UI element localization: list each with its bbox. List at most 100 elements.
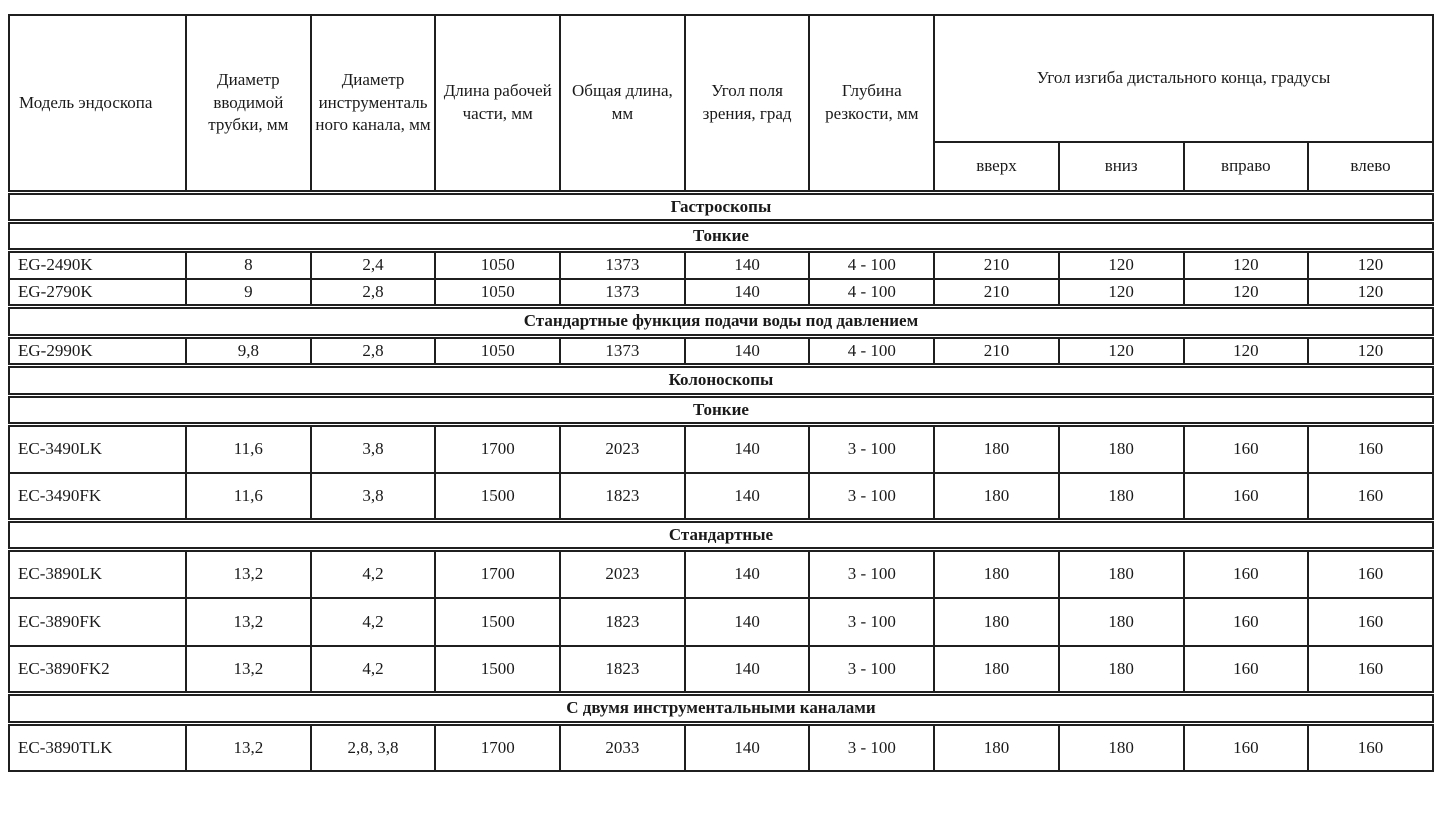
value-cell: 11,6 [185, 471, 312, 522]
value-cell: 1050 [434, 277, 562, 308]
value-cell: 3 - 100 [808, 548, 936, 599]
section-title: Стандартные функция подачи воды под давл… [8, 304, 1434, 339]
value-cell: 4,2 [309, 548, 437, 599]
value-cell: 140 [683, 471, 811, 522]
table-row: EC-3890TLK 13,2 2,8, 3,8 1700 2033 140 3 - 100… [8, 722, 1434, 773]
value-cell: 3 - 100 [808, 722, 936, 773]
model-cell: EC-3490FK [8, 471, 187, 522]
value-cell: 13,2 [185, 722, 312, 773]
value-cell: 210 [933, 277, 1060, 308]
value-cell: 2033 [559, 722, 686, 773]
value-cell: 160 [1307, 644, 1434, 695]
value-cell: 1700 [434, 423, 562, 474]
model-cell: EC-3890TLK [8, 722, 187, 773]
value-cell: 4 - 100 [808, 277, 936, 308]
table-body: Гастроскопы Тонкие EG-2490K 8 2,4 1050 1373 140… [8, 189, 1434, 773]
value-cell: 2023 [559, 423, 686, 474]
value-cell: 1700 [434, 548, 562, 599]
table-row: EC-3490LK 11,6 3,8 1700 2023 140 3 - 100 180 180… [8, 423, 1434, 474]
value-cell: 4,2 [309, 644, 437, 695]
table-header: Модель эндоскопа Диаметр вводимой трубки… [8, 14, 1434, 193]
value-cell: 140 [683, 423, 811, 474]
table-row: EC-3890FK 13,2 4,2 1500 1823 140 3 - 100 180 180… [8, 596, 1434, 647]
model-cell: EC-3890FK2 [8, 644, 187, 695]
value-cell: 140 [683, 722, 811, 773]
value-cell: 11,6 [185, 423, 312, 474]
value-cell: 120 [1182, 249, 1310, 280]
col-header-bend-right: вправо [1182, 141, 1310, 193]
table-row: EG-2790K 9 2,8 1050 1373 140 4 - 100 210 120 120 1… [8, 277, 1434, 308]
header-row-main: Модель эндоскопа Диаметр вводимой трубки… [8, 14, 1434, 193]
value-cell: 13,2 [185, 644, 312, 695]
col-header-insertion-tube-diameter: Диаметр вводимой трубки, мм [185, 14, 312, 193]
value-cell: 160 [1182, 644, 1310, 695]
value-cell: 1373 [559, 335, 686, 367]
section-title: Стандартные [8, 517, 1434, 553]
value-cell: 1823 [559, 471, 686, 522]
value-cell: 1373 [559, 249, 686, 280]
value-cell: 180 [933, 722, 1060, 773]
value-cell: 2,4 [309, 249, 437, 280]
value-cell: 180 [1057, 548, 1185, 599]
value-cell: 160 [1307, 722, 1434, 773]
value-cell: 140 [683, 548, 811, 599]
value-cell: 160 [1182, 722, 1310, 773]
value-cell: 120 [1057, 335, 1185, 367]
value-cell: 180 [933, 548, 1060, 599]
table-row: EC-3890FK2 13,2 4,2 1500 1823 140 3 - 100 180 18… [8, 644, 1434, 695]
value-cell: 4 - 100 [808, 249, 936, 280]
col-header-bend-angle-group: Угол изгиба дистального конца, градусы [933, 14, 1434, 143]
value-cell: 180 [933, 644, 1060, 695]
value-cell: 180 [1057, 423, 1185, 474]
model-cell: EC-3890LK [8, 548, 187, 599]
value-cell: 160 [1307, 423, 1434, 474]
value-cell: 3 - 100 [808, 471, 936, 522]
value-cell: 1823 [559, 596, 686, 647]
value-cell: 3,8 [309, 471, 437, 522]
section-row: Тонкие [8, 218, 1434, 254]
model-cell: EG-2990K [8, 335, 187, 367]
value-cell: 160 [1307, 596, 1434, 647]
col-header-working-length: Длина рабочей части, мм [434, 14, 562, 193]
section-row: С двумя инструментальными каналами [8, 691, 1434, 726]
value-cell: 120 [1182, 277, 1310, 308]
model-cell: EC-3490LK [8, 423, 187, 474]
value-cell: 180 [933, 471, 1060, 522]
value-cell: 1500 [434, 644, 562, 695]
value-cell: 9 [185, 277, 312, 308]
section-title: Колоноскопы [8, 363, 1434, 398]
value-cell: 2,8, 3,8 [309, 722, 437, 773]
value-cell: 3 - 100 [808, 644, 936, 695]
value-cell: 160 [1182, 548, 1310, 599]
col-header-bend-left: влево [1307, 141, 1434, 193]
value-cell: 120 [1182, 335, 1310, 367]
value-cell: 160 [1182, 596, 1310, 647]
value-cell: 140 [683, 596, 811, 647]
value-cell: 3,8 [309, 423, 437, 474]
value-cell: 140 [683, 644, 811, 695]
value-cell: 120 [1057, 249, 1185, 280]
value-cell: 1500 [434, 596, 562, 647]
value-cell: 4,2 [309, 596, 437, 647]
col-header-field-of-view: Угол поля зрения, град [683, 14, 811, 193]
model-cell: EC-3890FK [8, 596, 187, 647]
table-row: EG-2990K 9,8 2,8 1050 1373 140 4 - 100 210 120 12… [8, 335, 1434, 367]
section-title: Тонкие [8, 392, 1434, 428]
value-cell: 13,2 [185, 548, 312, 599]
col-header-bend-down: вниз [1057, 141, 1185, 193]
table-row: EG-2490K 8 2,4 1050 1373 140 4 - 100 210 120 120 1… [8, 249, 1434, 280]
value-cell: 13,2 [185, 596, 312, 647]
value-cell: 8 [185, 249, 312, 280]
value-cell: 120 [1057, 277, 1185, 308]
value-cell: 120 [1307, 277, 1434, 308]
value-cell: 160 [1307, 548, 1434, 599]
value-cell: 160 [1307, 471, 1434, 522]
col-header-total-length: Общая длина, мм [559, 14, 686, 193]
value-cell: 160 [1182, 423, 1310, 474]
value-cell: 180 [1057, 471, 1185, 522]
model-cell: EG-2790K [8, 277, 187, 308]
value-cell: 180 [933, 423, 1060, 474]
value-cell: 140 [683, 249, 811, 280]
page: Модель эндоскопа Диаметр вводимой трубки… [8, 14, 1434, 773]
section-row: Стандартные [8, 517, 1434, 553]
